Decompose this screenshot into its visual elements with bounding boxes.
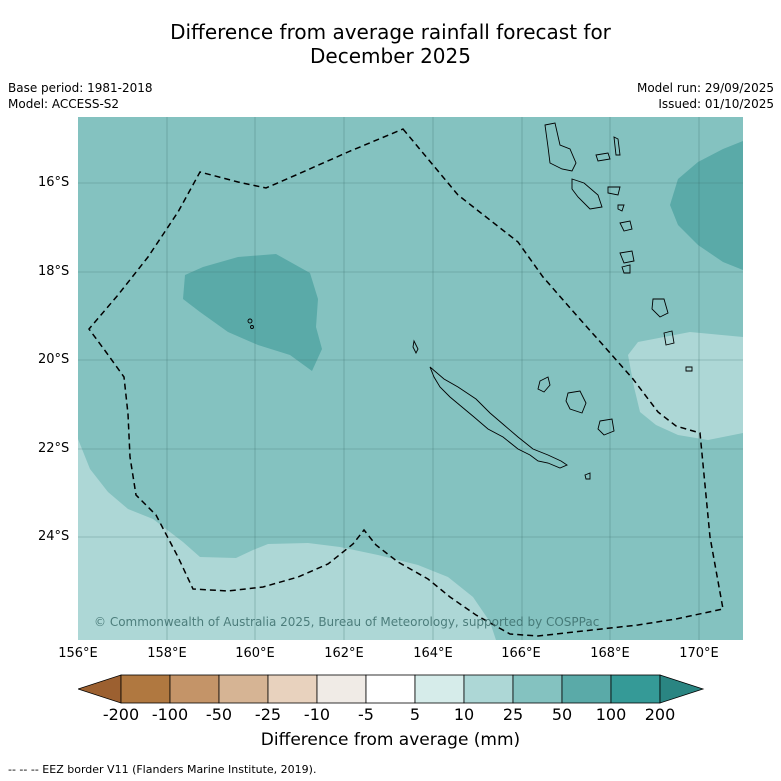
region-10-25-southwest xyxy=(78,439,496,640)
espiritu-santo-island xyxy=(544,122,577,172)
lat-tick-label: 20°S xyxy=(38,352,70,367)
malekula-island xyxy=(571,178,603,210)
region-50-100-west xyxy=(183,254,322,371)
colorbar-label: -10 xyxy=(303,705,331,724)
colorbar-segment xyxy=(120,674,171,704)
colorbar-label: 50 xyxy=(551,705,573,724)
colorbar-label: -100 xyxy=(151,705,189,724)
colorbar-segment xyxy=(414,674,465,704)
ambrym-island xyxy=(607,186,621,196)
region-10-25-east xyxy=(628,332,743,440)
epi-island xyxy=(617,204,625,212)
colorbar-segment xyxy=(610,674,661,704)
base-period-text: Base period: 1981-2018 xyxy=(8,81,153,95)
colorbar-segment xyxy=(316,674,367,704)
lon-tick-label: 160°E xyxy=(235,646,275,661)
model-text: Model: ACCESS-S2 xyxy=(8,97,120,111)
colorbar-label: -50 xyxy=(205,705,233,724)
erromango-island xyxy=(619,250,635,264)
region-50-100-northeast xyxy=(670,141,743,270)
graticule xyxy=(78,117,743,640)
issued-text: Issued: 01/10/2025 xyxy=(658,97,774,111)
colorbar-label: 10 xyxy=(453,705,475,724)
colorbar xyxy=(78,674,705,704)
islet-3 xyxy=(685,366,693,372)
efate-island xyxy=(619,220,633,232)
model-run-text: Model run: 29/09/2025 xyxy=(636,81,774,95)
lat-tick-label: 22°S xyxy=(38,441,70,456)
colorbar-segment xyxy=(561,674,612,704)
ouvea-island xyxy=(537,376,551,393)
rainfall-map[interactable]: © Commonwealth of Australia 2025, Bureau… xyxy=(78,117,743,640)
islet-5 xyxy=(250,325,254,329)
maewo-island xyxy=(613,136,621,156)
title-line-1: Difference from average rainfall forecas… xyxy=(170,20,611,44)
lat-tick-label: 18°S xyxy=(38,264,70,279)
colorbar-label: -25 xyxy=(254,705,282,724)
islet-4 xyxy=(247,318,253,324)
lon-tick-label: 158°E xyxy=(147,646,187,661)
lon-tick-label: 164°E xyxy=(413,646,453,661)
tanna-island xyxy=(621,264,631,274)
islet-2 xyxy=(663,330,675,346)
colorbar-label: 5 xyxy=(409,705,421,724)
colorbar-label: -200 xyxy=(102,705,140,724)
colorbar-extend-high xyxy=(659,674,705,704)
colorbar-label: 100 xyxy=(595,705,627,724)
colorbar-label: 200 xyxy=(644,705,676,724)
page-title: Difference from average rainfall forecas… xyxy=(0,20,781,68)
lon-tick-label: 170°E xyxy=(679,646,719,661)
title-line-2: December 2025 xyxy=(310,44,471,68)
colorbar-segment xyxy=(463,674,514,704)
meta-left: Base period: 1981-2018 Model: ACCESS-S2 xyxy=(8,80,153,112)
colorbar-extend-low xyxy=(78,674,122,704)
lon-tick-label: 162°E xyxy=(324,646,364,661)
lon-tick-label: 166°E xyxy=(501,646,541,661)
footnote: -- -- -- EEZ border V11 (Flanders Marine… xyxy=(8,763,317,776)
lon-tick-label: 168°E xyxy=(590,646,630,661)
eez-border xyxy=(88,128,724,637)
lat-tick-label: 16°S xyxy=(38,175,70,190)
colorbar-title: Difference from average (mm) xyxy=(260,730,521,750)
ambae-island xyxy=(595,152,611,162)
colorbar-segment xyxy=(512,674,563,704)
islet-1 xyxy=(651,298,669,318)
lat-tick-label: 24°S xyxy=(38,529,70,544)
colorbar-segment xyxy=(218,674,269,704)
lon-tick-label: 156°E xyxy=(58,646,98,661)
colorbar-label: -5 xyxy=(358,705,374,724)
isle-of-pines xyxy=(584,472,591,480)
copyright-text: © Commonwealth of Australia 2025, Bureau… xyxy=(94,615,599,629)
belep-island xyxy=(412,339,419,355)
colorbar-segment xyxy=(169,674,220,704)
colorbar-label: 25 xyxy=(502,705,524,724)
new-caledonia-island xyxy=(429,366,568,469)
lifou-island xyxy=(565,390,587,414)
colorbar-segment xyxy=(267,674,318,704)
colorbar-segment xyxy=(365,674,416,704)
mare-island xyxy=(597,418,615,436)
meta-right: Model run: 29/09/2025 Issued: 01/10/2025 xyxy=(637,80,774,112)
